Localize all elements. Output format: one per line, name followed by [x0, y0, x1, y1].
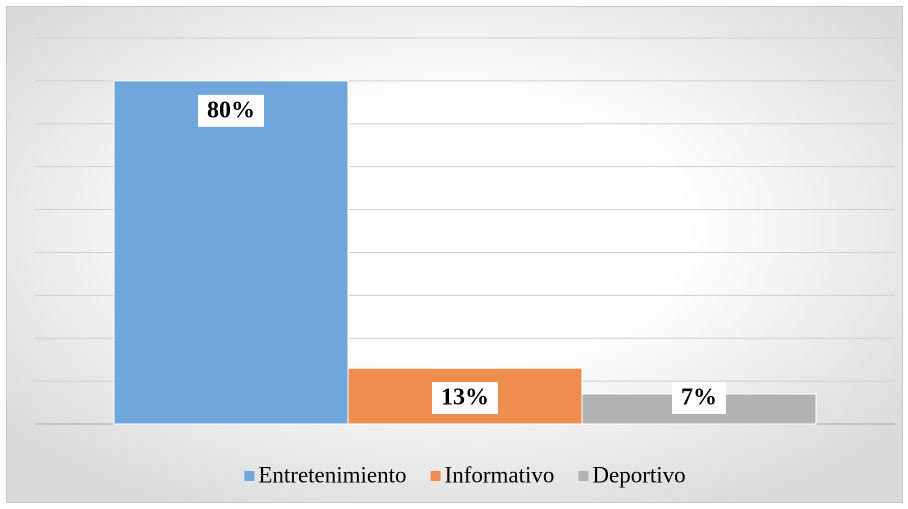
- legend-swatch: [430, 471, 441, 481]
- legend-swatch: [578, 471, 589, 481]
- legend-swatch: [244, 471, 255, 481]
- data-label-box: [432, 382, 498, 414]
- data-label: 7%: [681, 385, 717, 411]
- legend-label: Informativo: [445, 462, 555, 487]
- data-label-box: [198, 94, 264, 127]
- data-label-box: [672, 382, 726, 414]
- legend-label: Deportivo: [592, 462, 685, 487]
- bar: [113, 80, 349, 425]
- data-label: 13%: [441, 385, 489, 411]
- legend-label: Entretenimiento: [258, 462, 406, 487]
- data-label: 80%: [207, 97, 255, 123]
